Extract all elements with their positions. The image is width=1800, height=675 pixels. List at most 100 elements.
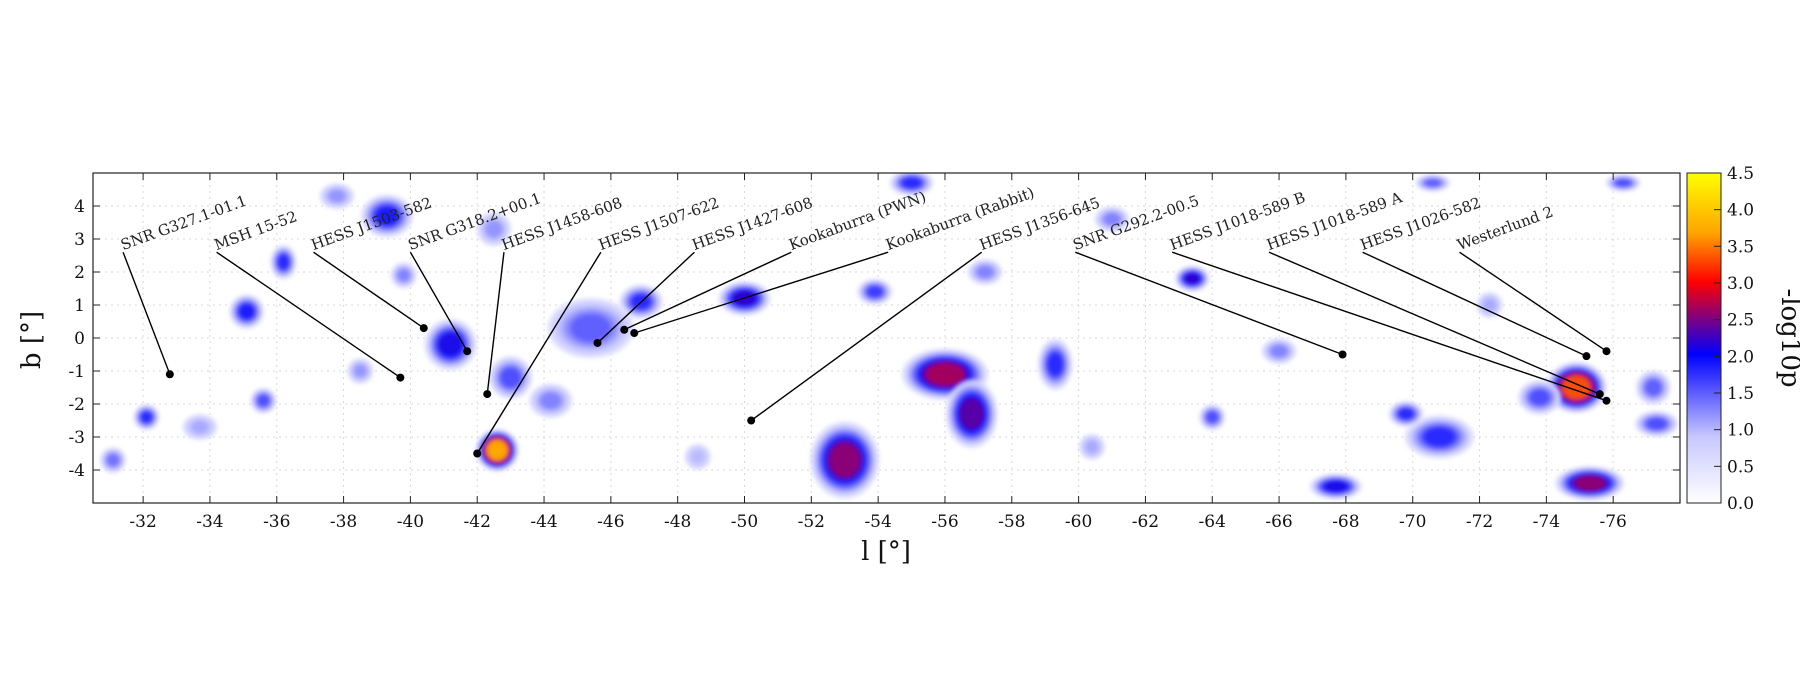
x-tick-label: -50 [731,512,758,532]
colorbar-tick-label: 4.0 [1727,201,1754,221]
y-tick-label: -4 [68,461,85,481]
significance-contour [1271,345,1288,358]
x-tick-label: -38 [330,512,357,532]
colorbar-tick-label: 3.5 [1727,237,1754,257]
significance-blob [229,294,265,329]
y-tick-label: -1 [68,362,85,382]
significance-contour [191,421,208,433]
x-tick-label: -48 [664,512,691,532]
source-marker [473,449,482,458]
source-leader-line [634,251,889,334]
significance-blob [360,194,414,238]
significance-contour [540,392,561,409]
x-tick-label: -76 [1599,512,1626,532]
significance-contour [691,450,704,463]
x-tick-label: -46 [597,512,624,532]
significance-contour [397,269,410,282]
source-leader-line [486,252,505,395]
source-leader-line [750,251,983,422]
significance-contour [1615,178,1632,187]
colorbar-tick-label: 1.0 [1727,421,1754,441]
source-marker [1595,390,1604,399]
x-tick-label: -40 [397,512,424,532]
y-tick-label: 1 [74,296,85,316]
significance-blob [1415,174,1451,192]
significance-blob [390,262,417,289]
significance-blob [1037,338,1073,391]
source-marker [593,338,602,347]
source-marker [165,370,174,379]
y-tick-label: 0 [74,329,85,349]
source-leader-line [1268,251,1601,395]
source-annotation: HESS J1503-582 [309,194,434,333]
significance-contour [257,394,270,407]
colorbar-tick-label: 2.5 [1727,311,1754,331]
significance-blob [809,421,880,499]
source-leader-line [623,251,792,331]
colorbar-tick-label: 3.0 [1727,274,1754,294]
significance-blob [1634,410,1679,437]
source-marker [396,373,405,382]
x-tick-label: -32 [129,512,156,532]
significance-contour [1573,475,1606,492]
significance-contour [977,266,994,278]
colorbar-tick-label: 4.5 [1727,164,1754,184]
significance-contour [1184,272,1201,285]
significance-blob [270,244,297,280]
x-tick-label: -62 [1132,512,1159,532]
significance-contour [1323,480,1348,493]
significance-contour [438,332,463,357]
colorbar-tick-label: 1.5 [1727,384,1754,404]
significance-contour [570,314,611,342]
significance-blob [250,387,277,414]
x-tick-label: -64 [1199,512,1226,532]
significance-blob [945,379,998,449]
x-tick-label: -56 [931,512,958,532]
significance-contour [1483,299,1496,311]
significance-contour [1206,411,1219,424]
colorbar-tick-label: 0.5 [1727,457,1754,477]
significance-contour [959,398,984,430]
y-tick-label: 3 [74,230,85,250]
significance-blob [857,278,893,305]
significance-blob [1261,338,1297,365]
source-leader-line [597,251,695,344]
x-tick-label: -52 [798,512,825,532]
significance-contour [1646,417,1667,430]
source-leader-line [313,251,425,329]
x-tick-label: -68 [1332,512,1359,532]
significance-contour [1423,427,1456,447]
x-tick-label: -36 [263,512,290,532]
source-leader-line [1459,251,1607,352]
x-tick-label: -66 [1265,512,1292,532]
source-marker [747,416,756,425]
source-marker [1338,350,1347,359]
colorbar-ticks: 4.5 4.0 3.5 3.0 2.5 2.0 1.5 1.0 0.5 0.0 [1714,164,1754,514]
source-leader-line [122,251,171,375]
y-axis-title: b [°] [17,311,47,369]
significance-blob [529,383,573,418]
significance-blob [1388,401,1424,427]
significance-contour [1104,213,1120,226]
source-annotation: Westerlund 2 [1455,203,1611,356]
source-leader-line [216,251,401,379]
y-tick-label: 4 [74,197,85,217]
significance-blob [1094,206,1130,233]
x-axis-title: l [°] [861,537,911,567]
source-marker [463,347,472,356]
x-tick-label: -60 [1065,512,1092,532]
significance-contour [107,454,120,466]
significance-blob [476,211,512,247]
source-marker [630,329,639,338]
significance-blob [1476,292,1503,318]
x-tick-label: -74 [1533,512,1560,532]
significance-blob [1199,404,1226,431]
significance-contour [1398,408,1414,420]
colorbar-title: -log10p [1775,288,1800,387]
axis-ticks: -32 -34 -36 -38 -40 -42 -44 -46 -48 -50 -52 -54 -56-… [68,173,1680,532]
significance-blob [967,259,1003,285]
significance-contour [500,367,521,388]
x-tick-label: -58 [998,512,1025,532]
significance-contour [901,177,922,189]
